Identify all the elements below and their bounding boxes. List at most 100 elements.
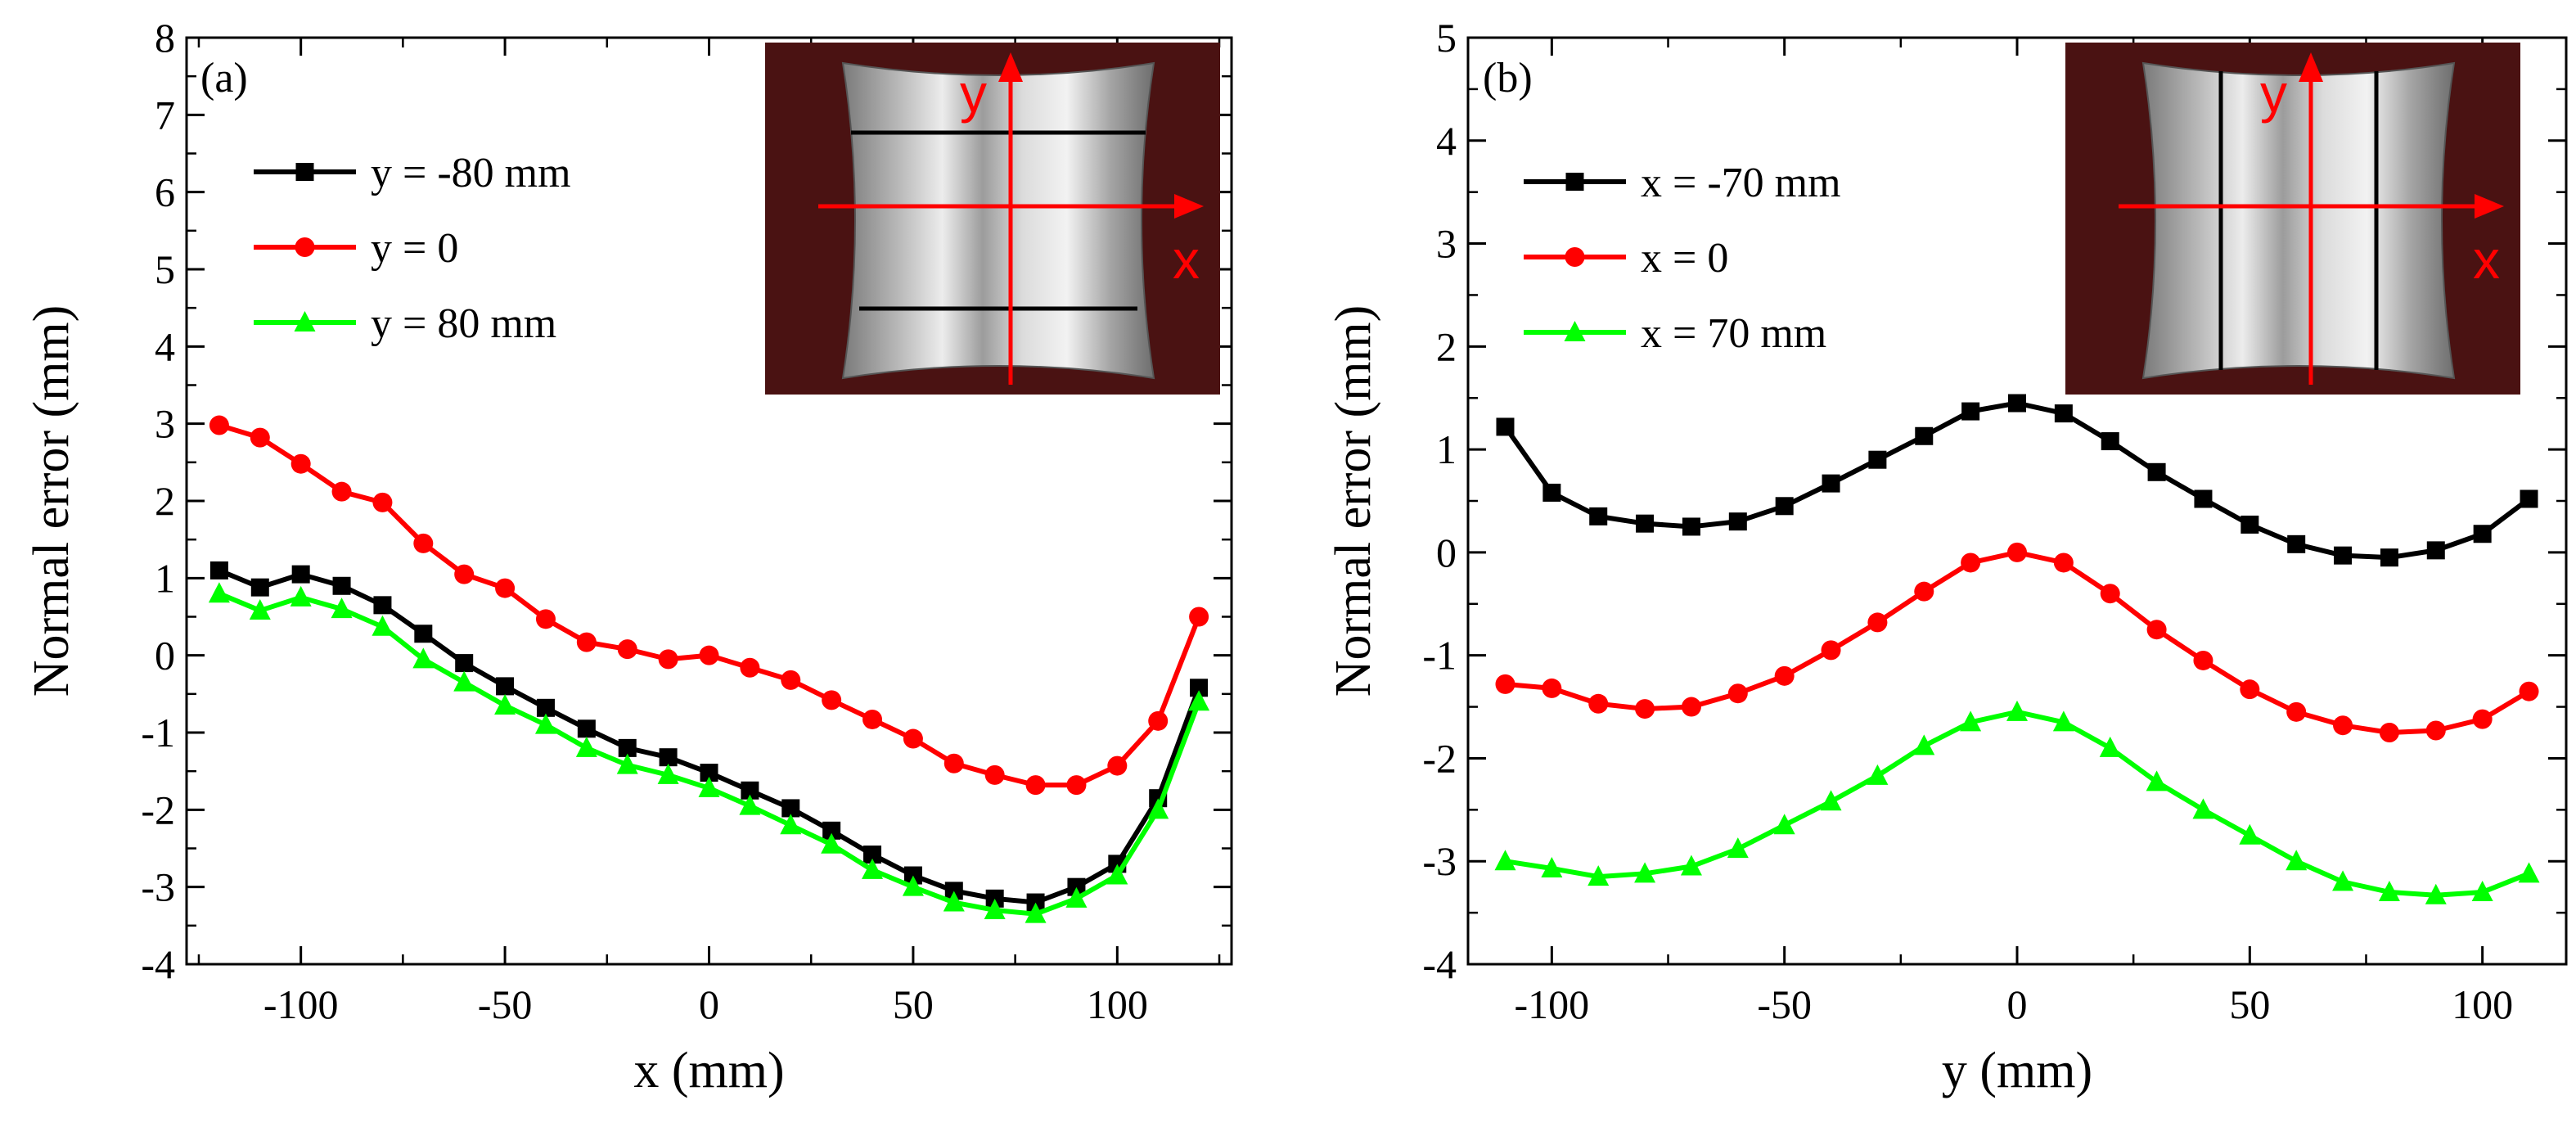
data-point-a-2 — [575, 736, 597, 757]
data-point-a-1 — [372, 492, 393, 512]
data-point-b-0 — [2147, 462, 2166, 481]
data-point-b-2 — [2332, 870, 2354, 891]
y-tick-label: 5 — [155, 246, 175, 292]
data-point-b-2 — [2286, 850, 2308, 871]
x-tick-label: -50 — [1757, 981, 1812, 1027]
series-b-2 — [1494, 700, 2540, 904]
data-point-a-1 — [617, 639, 637, 660]
inset-y-arrowhead — [2299, 52, 2323, 82]
x-tick-label: 50 — [893, 981, 934, 1027]
data-point-b-1 — [1774, 665, 1795, 686]
data-point-b-0 — [2473, 525, 2492, 543]
data-point-a-0 — [741, 781, 759, 800]
legend-marker — [1565, 173, 1584, 191]
data-point-a-1 — [740, 657, 760, 678]
y-tick-label: 7 — [155, 92, 175, 138]
data-point-a-2 — [698, 776, 720, 797]
data-point-a-2 — [1147, 798, 1169, 819]
series-line-b-0 — [1503, 400, 2531, 561]
data-point-a-0 — [781, 799, 800, 818]
data-point-a-1 — [1066, 775, 1087, 796]
data-point-a-1 — [943, 753, 964, 773]
data-point-a-0 — [863, 846, 882, 864]
data-point-a-1 — [413, 533, 434, 553]
data-point-a-0 — [659, 748, 678, 767]
data-point-b-0 — [1636, 514, 1655, 533]
data-point-b-0 — [2426, 541, 2445, 560]
data-point-b-1 — [2053, 552, 2074, 573]
series-a-0 — [209, 561, 1209, 912]
y-tick-label: 4 — [155, 323, 175, 369]
data-point-b-2 — [1960, 710, 1982, 732]
legend-marker — [294, 311, 316, 331]
legend-marker — [1565, 247, 1585, 267]
data-point-b-1 — [1542, 678, 1562, 698]
data-point-b-1 — [2333, 715, 2353, 736]
data-point-b-0 — [2054, 404, 2073, 423]
y-tick-label: 2 — [1436, 323, 1457, 369]
data-point-a-1 — [535, 609, 556, 629]
y-tick-label: -3 — [141, 864, 175, 910]
data-point-b-2 — [2192, 798, 2214, 819]
data-point-a-1 — [984, 764, 1005, 785]
data-point-b-2 — [2052, 710, 2074, 732]
chart-panel-b: -4 -3 -2 -1 0 1 2 3 4 5 -100 -50 0 50 100 y (mm) Normal … — [1326, 15, 2568, 1098]
inset-y-letter: y — [2260, 63, 2287, 124]
x-tick-label: 0 — [2007, 981, 2028, 1027]
x-tick-label: -100 — [1515, 981, 1590, 1027]
data-point-b-1 — [2286, 701, 2307, 722]
x-axis-title-b: y (mm) — [1942, 1043, 2092, 1098]
data-point-a-0 — [373, 596, 392, 615]
data-point-a-1 — [331, 481, 352, 502]
data-point-a-2 — [739, 794, 761, 815]
inset-x-letter: x — [2473, 229, 2500, 290]
data-point-b-2 — [2239, 823, 2261, 845]
y-tick-label: 6 — [155, 169, 175, 215]
y-tick-label: -2 — [1422, 735, 1457, 781]
series-a-2 — [208, 582, 1210, 923]
data-point-b-0 — [1728, 512, 1747, 531]
y-tick-label: -4 — [141, 941, 175, 987]
data-point-a-2 — [412, 647, 435, 669]
y-tick-label: 0 — [1436, 530, 1457, 575]
y-axis-title-b: Normal error (mm) — [1326, 305, 1381, 697]
data-point-b-1 — [1635, 699, 1655, 719]
data-point-b-1 — [2146, 620, 2167, 640]
data-point-b-1 — [2425, 720, 2446, 741]
legend-marker — [1564, 321, 1586, 341]
data-point-b-1 — [2100, 584, 2120, 604]
data-point-a-2 — [943, 891, 965, 912]
data-point-b-2 — [2518, 862, 2540, 883]
data-point-b-0 — [2287, 534, 2306, 553]
data-point-b-0 — [1961, 402, 1980, 421]
y-tick-label: 0 — [155, 633, 175, 679]
data-point-b-2 — [1773, 814, 1795, 835]
data-point-a-0 — [332, 576, 351, 595]
y-tick-label: 8 — [155, 15, 175, 61]
y-axis-title-a: Normal error (mm) — [24, 305, 79, 697]
data-point-b-1 — [2240, 679, 2260, 700]
data-point-a-0 — [536, 698, 555, 717]
y-tick-label: -3 — [1422, 838, 1457, 884]
legend-label: x = 0 — [1641, 235, 1728, 282]
data-point-a-1 — [903, 728, 923, 749]
inset-x-arrowhead — [2475, 194, 2504, 219]
data-point-a-2 — [249, 598, 271, 620]
x-tick-label: -50 — [478, 981, 533, 1027]
data-point-b-1 — [1914, 581, 1934, 602]
data-point-b-0 — [1542, 483, 1561, 502]
legend-label: y = 80 mm — [371, 300, 556, 347]
data-point-a-0 — [577, 719, 596, 738]
data-point-a-0 — [700, 764, 718, 782]
data-point-a-2 — [862, 858, 884, 879]
data-point-b-0 — [1496, 417, 1515, 436]
data-point-b-1 — [1495, 674, 1515, 694]
data-point-a-0 — [822, 821, 841, 840]
data-point-a-2 — [1025, 902, 1047, 923]
data-point-b-0 — [2334, 546, 2353, 565]
inset-photo-b: yx — [2065, 43, 2520, 395]
inset-photo-a: yx — [765, 43, 1220, 395]
data-point-b-2 — [1541, 857, 1563, 878]
y-tick-label: -1 — [1422, 633, 1457, 679]
